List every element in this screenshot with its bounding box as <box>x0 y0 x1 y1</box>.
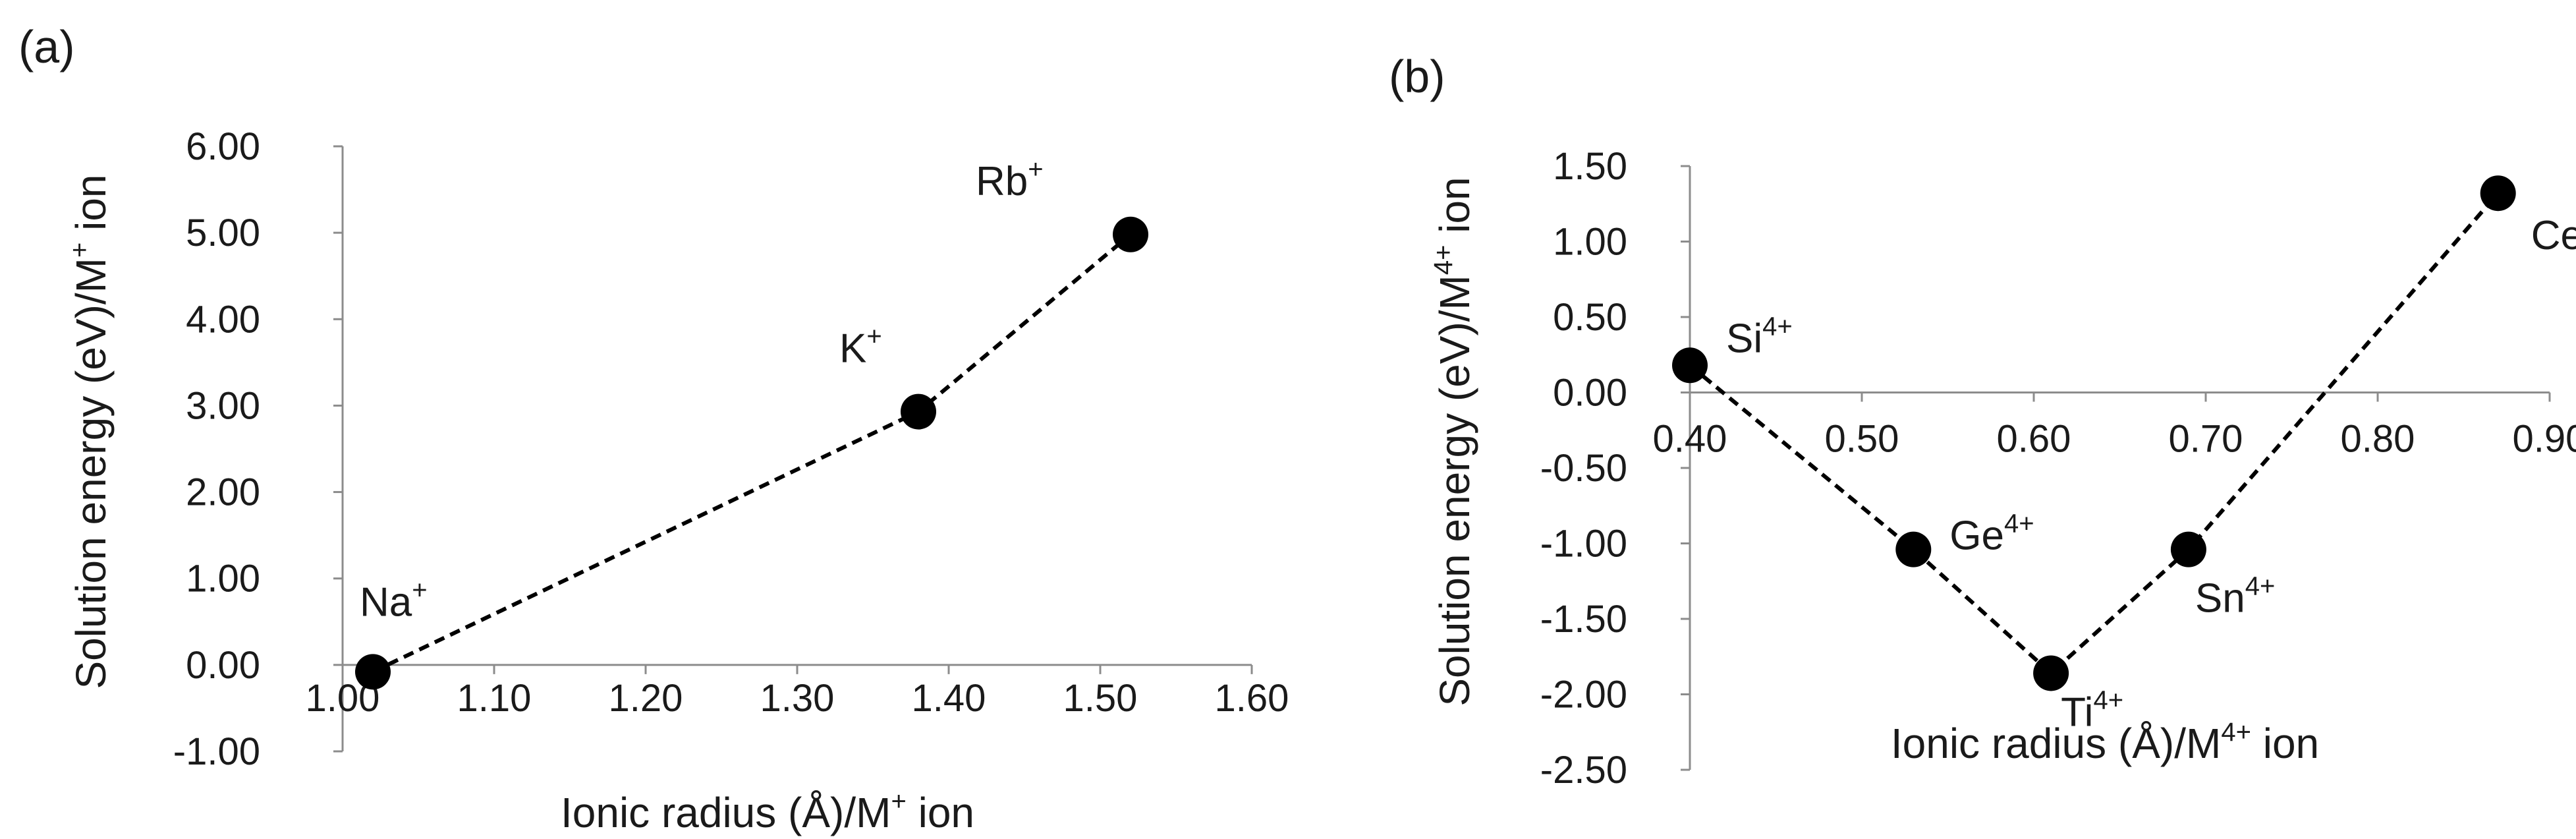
x-tick-label: 1.40 <box>912 677 986 720</box>
y-axis-title: Solution energy (eV)/M4+ ion <box>1429 177 1478 706</box>
y-tick-label: 0.00 <box>186 644 260 687</box>
data-point-na <box>355 654 391 690</box>
y-tick-label: 5.00 <box>186 212 260 254</box>
x-axis-title-base: Ionic radius (Å)/M <box>561 789 891 836</box>
panel-b: (b) -2.50 -2.00 -1.50 -1.00 -0.50 0.00 0.50 1.00… <box>1389 51 2576 792</box>
data-point-sn <box>2170 531 2206 567</box>
y-tick-label: 1.50 <box>1553 145 1627 188</box>
point-label-ti-sup: 4+ <box>2093 685 2123 714</box>
series-line <box>1689 192 2500 676</box>
point-label-ce: Ce4+ <box>2531 209 2576 258</box>
point-label-k: K+ <box>839 322 882 372</box>
x-axis-title-sup: 4+ <box>2221 718 2251 747</box>
y-axis-title-base: Solution energy (eV)/M <box>1431 275 1478 707</box>
point-label-ti: Ti4+ <box>2061 685 2123 735</box>
y-tick-label: 6.00 <box>186 125 260 168</box>
y-axis-title: Solution energy (eV)/M+ ion <box>65 174 115 689</box>
point-label-sn-base: Sn <box>2195 576 2245 622</box>
point-label-si-base: Si <box>1726 316 1762 361</box>
x-axis-title: Ionic radius (Å)/M4+ ion <box>1891 718 2319 767</box>
y-tick-label: 1.00 <box>1553 221 1627 264</box>
panel-tag: (b) <box>1389 51 1445 102</box>
point-label-rb: Rb+ <box>976 155 1044 204</box>
point-label-na: Na+ <box>360 575 428 625</box>
x-tick-label: 0.80 <box>2341 418 2415 461</box>
data-point-k <box>901 393 936 430</box>
point-label-rb-sup: + <box>1028 155 1043 184</box>
x-tick-label: 0.40 <box>1653 418 1727 461</box>
point-label-na-base: Na <box>360 579 412 625</box>
y-tick-label: -1.50 <box>1540 598 1627 641</box>
x-tick-label: 0.70 <box>2169 418 2243 461</box>
y-axis-title-sup: + <box>65 243 94 258</box>
point-label-ti-base: Ti <box>2061 689 2093 735</box>
y-tick-label: -1.00 <box>173 730 260 773</box>
y-tick-label: 4.00 <box>186 298 260 341</box>
point-label-ce-base: Ce <box>2531 213 2576 258</box>
point-label-si-sup: 4+ <box>1762 312 1793 341</box>
data-point-ti <box>2033 655 2069 691</box>
x-tick-label: 1.50 <box>1063 677 1138 720</box>
x-tick-label: 1.20 <box>609 677 683 720</box>
data-point-rb <box>1113 216 1148 252</box>
y-tick-label: 0.00 <box>1553 372 1627 415</box>
x-tick-label: 1.10 <box>457 677 532 720</box>
y-tick-label: 2.00 <box>186 471 260 514</box>
panel-tag: (a) <box>18 21 75 72</box>
point-label-k-sup: + <box>866 322 882 351</box>
point-label-na-sup: + <box>412 575 427 604</box>
x-axis-title-post: ion <box>907 789 974 836</box>
y-axis-title-sup: 4+ <box>1429 245 1458 275</box>
y-axis-title-post: ion <box>1431 177 1478 245</box>
y-tick-label: 3.00 <box>186 384 260 427</box>
y-axis-title-post: ion <box>67 174 115 242</box>
point-label-ge: Ge4+ <box>1949 509 2034 559</box>
point-label-sn: Sn4+ <box>2195 572 2275 622</box>
point-label-rb-base: Rb <box>976 159 1028 204</box>
point-label-k-base: K <box>839 326 866 372</box>
panel-a: (a)-1.000.001.002.003.004.005.006.001.00… <box>18 21 1289 836</box>
y-tick-label: -2.00 <box>1540 674 1627 716</box>
series-line <box>372 233 1132 674</box>
y-axis-title-base: Solution energy (eV)/M <box>67 258 115 689</box>
y-tick-label: -1.00 <box>1540 523 1627 565</box>
y-tick-label: 1.00 <box>186 558 260 600</box>
y-tick-label: -0.50 <box>1540 447 1627 490</box>
point-label-sn-sup: 4+ <box>2245 572 2276 601</box>
x-tick-label: 0.90 <box>2513 418 2576 461</box>
x-axis-title: Ionic radius (Å)/M+ ion <box>561 787 974 836</box>
y-tick-label: -2.50 <box>1540 749 1627 792</box>
data-point-ge <box>1895 531 1932 567</box>
point-label-si: Si4+ <box>1726 312 1793 361</box>
x-tick-label: 1.60 <box>1215 677 1289 720</box>
data-point-si <box>1672 347 1708 384</box>
point-label-ge-base: Ge <box>1949 513 2004 559</box>
y-tick-label: 0.50 <box>1553 296 1627 339</box>
x-tick-label: 0.60 <box>1997 418 2071 461</box>
x-axis-title-post: ion <box>2251 720 2319 767</box>
data-point-ce <box>2480 175 2516 212</box>
x-tick-label: 1.30 <box>760 677 835 720</box>
x-tick-label: 0.50 <box>1825 418 1899 461</box>
x-axis-title-sup: + <box>891 787 906 816</box>
point-label-ge-sup: 4+ <box>2004 509 2034 538</box>
x-axis-title-base: Ionic radius (Å)/M <box>1891 720 2221 767</box>
